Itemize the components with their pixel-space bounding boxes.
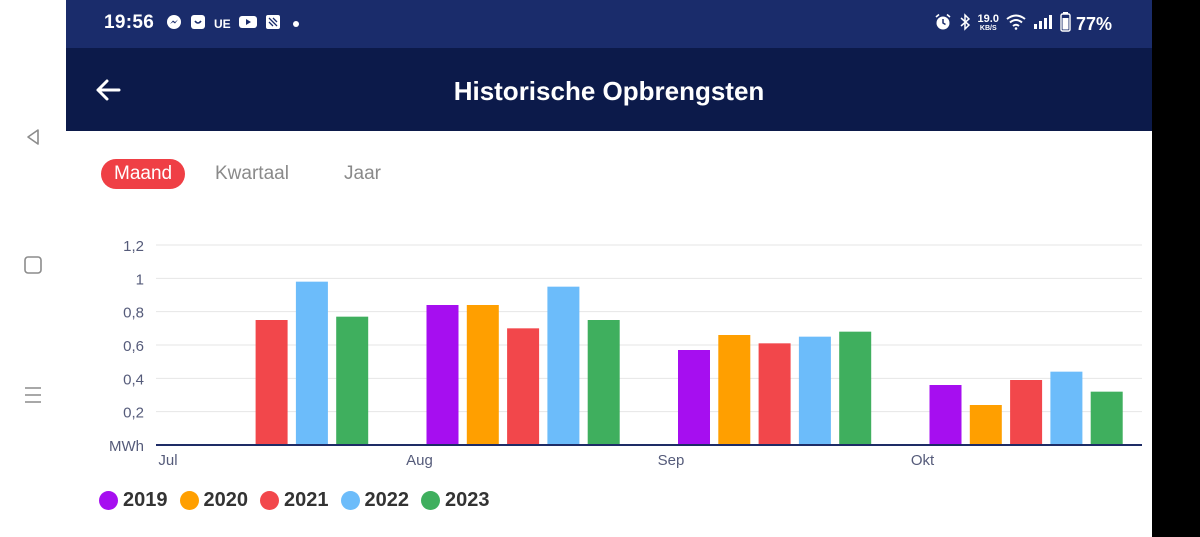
- y-tick-label: 1: [136, 271, 144, 288]
- back-arrow-icon[interactable]: [92, 74, 124, 106]
- y-tick-label: 0,4: [123, 371, 144, 388]
- network-speed-unit: KB/S: [979, 25, 997, 32]
- network-speed: 19.0 KB/S: [977, 13, 999, 33]
- legend-item-2020[interactable]: 2020: [179, 488, 249, 512]
- more-notifications-dot: [292, 21, 299, 27]
- legend-swatch-2020: [179, 490, 199, 510]
- tab-kwartaal[interactable]: Kwartaal: [215, 163, 289, 184]
- x-tick-label: Aug: [406, 452, 433, 469]
- y-axis-label: MWh: [109, 438, 144, 455]
- system-navigation-bar: [0, 0, 66, 537]
- bar-sep-2020: [718, 335, 751, 445]
- system-indicators: 19.0 KB/S 77%: [934, 11, 1112, 37]
- bar-okt-2019: [929, 385, 962, 445]
- bar-aug-2023: [587, 320, 620, 445]
- bar-okt-2022: [1050, 371, 1083, 445]
- legend-item-2023[interactable]: 2023: [421, 489, 490, 512]
- legend-swatch-2019: [99, 490, 118, 510]
- bar-aug-2022: [547, 286, 580, 445]
- tab-jaar[interactable]: Jaar: [344, 163, 381, 184]
- y-tick-label: 0,8: [123, 305, 144, 322]
- battery-icon: [1060, 11, 1071, 37]
- legend-label-2020: 2020: [203, 488, 249, 511]
- bar-aug-2021: [507, 328, 540, 445]
- legend-label-2022: 2022: [364, 488, 410, 511]
- carrier-text: UE: [214, 17, 231, 31]
- tool-notification-icon: [265, 14, 281, 35]
- bar-sep-2022: [798, 336, 831, 445]
- legend-item-2021[interactable]: 2021: [260, 489, 329, 512]
- bar-jul-2022: [295, 281, 328, 445]
- bar-aug-2020: [466, 305, 499, 445]
- screen-edge-bar: [1152, 0, 1200, 537]
- bar-okt-2020: [969, 405, 1002, 445]
- x-tick-label: Jul: [158, 452, 177, 469]
- wifi-icon: [1006, 14, 1026, 35]
- x-tick-label: Sep: [658, 452, 685, 469]
- legend-swatch-2023: [421, 490, 440, 510]
- app-bar: Historische Opbrengsten: [66, 48, 1152, 131]
- recent-apps-nav-icon[interactable]: [18, 380, 48, 410]
- network-speed-value: 19.0: [977, 13, 999, 25]
- notification-icons: UE: [166, 14, 299, 34]
- legend-item-2019[interactable]: 2019: [99, 489, 168, 512]
- youtube-icon: [238, 15, 257, 34]
- app-notification-icon: [190, 14, 206, 35]
- legend-swatch-2021: [260, 490, 279, 510]
- bar-okt-2023: [1090, 391, 1123, 445]
- bar-sep-2021: [758, 343, 791, 445]
- bar-sep-2023: [839, 331, 872, 445]
- bar-aug-2019: [426, 305, 459, 445]
- bar-okt-2021: [1010, 380, 1043, 445]
- messenger-icon: [166, 14, 182, 35]
- legend-swatch-2022: [340, 490, 360, 510]
- legend-label-2021: 2021: [284, 488, 329, 511]
- legend-label-2023: 2023: [445, 488, 490, 511]
- bar-jul-2023: [336, 316, 369, 445]
- status-time: 19:56: [104, 12, 155, 33]
- bar-jul-2021: [255, 320, 288, 445]
- app-window: 19:56 UE 19.0: [66, 0, 1152, 537]
- chart-legend: 2019 2020 2021 2022 2023: [99, 487, 502, 513]
- signal-icon: [1033, 14, 1053, 35]
- tab-maand[interactable]: Maand: [101, 159, 186, 189]
- legend-label-2019: 2019: [123, 488, 168, 511]
- y-tick-label: 1,2: [123, 238, 144, 255]
- bar-sep-2019: [678, 350, 710, 445]
- status-bar: 19:56 UE 19.0: [66, 0, 1152, 48]
- x-tick-label: Okt: [911, 452, 935, 469]
- bluetooth-icon: [959, 12, 971, 36]
- battery-percentage: 77%: [1075, 13, 1112, 34]
- yield-bar-chart: 0,2 0,4 0,6 0,8 1 1,2 MWh Jul Aug Sep Okt: [109, 238, 1142, 469]
- y-tick-label: 0,2: [123, 405, 144, 422]
- page-title: Historische Opbrengsten: [453, 76, 765, 106]
- y-tick-label: 0,6: [123, 338, 144, 355]
- back-nav-icon[interactable]: [18, 122, 48, 152]
- home-nav-icon[interactable]: [18, 250, 48, 280]
- alarm-icon: [934, 13, 952, 36]
- legend-item-2022[interactable]: 2022: [340, 488, 410, 512]
